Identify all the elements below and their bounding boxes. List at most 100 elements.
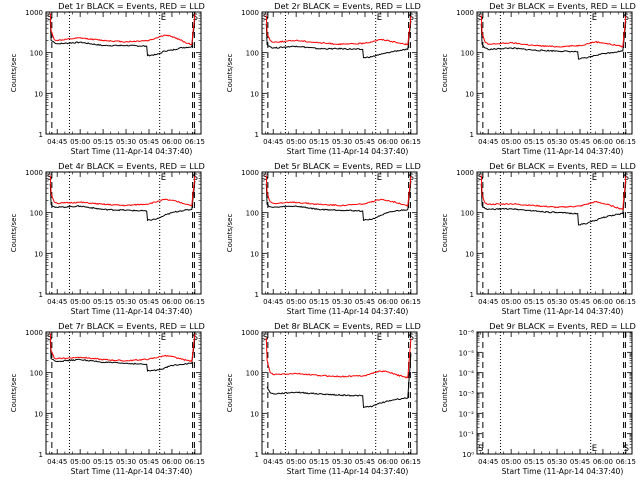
y-axis-label: Counts/sec <box>226 54 234 93</box>
chart-title: Det 3r BLACK = Events, RED = LLD <box>489 1 636 11</box>
x-tick-label: 05:00 <box>70 138 90 146</box>
series-line-events <box>265 20 412 59</box>
chart-panel-5: Det 5r BLACK = Events, RED = LLD Counts/s… <box>226 161 421 316</box>
phase-marker-s: S <box>409 173 414 183</box>
x-tick-label: 06:15 <box>185 138 205 146</box>
x-tick-label: 04:45 <box>478 138 498 146</box>
y-tick-label: 10⁻³ <box>459 390 475 398</box>
y-tick-label: 1000 <box>25 169 43 177</box>
y-tick-label: 10⁰ <box>462 451 474 459</box>
x-tick-label: 05:15 <box>309 298 329 306</box>
x-tick-label: 06:00 <box>593 138 613 146</box>
y-tick-label: 10⁻⁶ <box>459 329 475 337</box>
x-tick-label: 05:30 <box>116 458 136 466</box>
plot-frame <box>45 171 202 295</box>
x-tick-label: 06:00 <box>593 298 613 306</box>
x-tick-label: 05:15 <box>93 298 113 306</box>
x-tick-label: 06:00 <box>378 138 398 146</box>
x-axis-label: Start Time (11-Apr-14 04:37:40) <box>71 307 193 316</box>
x-tick-label: 04:45 <box>263 298 283 306</box>
x-tick-label: 05:30 <box>547 138 567 146</box>
plot-frame <box>261 171 418 295</box>
x-tick-label: 05:30 <box>332 138 352 146</box>
series-line-events <box>266 353 412 409</box>
x-tick-label: 05:00 <box>286 298 306 306</box>
x-tick-label: 05:45 <box>139 298 159 306</box>
phase-marker-s: S <box>193 13 198 23</box>
chart-panel-9: Det 9r BLACK = Events, RED = LLD Counts/s… <box>441 321 636 476</box>
x-tick-label: 06:00 <box>378 458 398 466</box>
phase-marker-e: E <box>161 173 166 183</box>
x-tick-label: 05:45 <box>139 138 159 146</box>
y-tick-label: 100 <box>30 50 43 58</box>
phase-marker-s: S <box>193 333 198 343</box>
x-tick-label: 04:45 <box>47 298 67 306</box>
x-tick-label: 05:15 <box>524 298 544 306</box>
y-tick-label: 100 <box>461 50 474 58</box>
chart-panel-6: Det 6r BLACK = Events, RED = LLD Counts/s… <box>441 161 636 316</box>
x-tick-label: 05:15 <box>524 458 544 466</box>
x-tick-label: 04:45 <box>263 138 283 146</box>
x-tick-label: 05:00 <box>70 298 90 306</box>
series-line-events <box>49 180 196 222</box>
x-tick-label: 06:15 <box>401 458 421 466</box>
series-line-lld <box>480 15 627 48</box>
phase-marker-e: E <box>592 444 597 454</box>
y-tick-label: 10 <box>34 410 43 418</box>
y-tick-label: 1000 <box>241 169 259 177</box>
y-tick-label: 100 <box>30 210 43 218</box>
x-tick-label: 06:00 <box>162 138 182 146</box>
x-tick-label: 06:15 <box>616 138 636 146</box>
y-tick-label: 10 <box>250 410 259 418</box>
phase-marker-e: E <box>161 333 166 343</box>
phase-marker-e: E <box>377 13 382 23</box>
x-tick-label: 05:30 <box>332 458 352 466</box>
y-axis-label: Counts/sec <box>441 54 449 93</box>
y-tick-label: 10 <box>250 90 259 98</box>
plot-frame <box>261 331 418 455</box>
chart-title: Det 9r BLACK = Events, RED = LLD <box>489 321 636 331</box>
series-line-lld <box>49 13 196 46</box>
y-tick-label: 10 <box>465 250 474 258</box>
phase-marker-s: S <box>47 173 52 183</box>
y-tick-label: 1 <box>255 451 259 459</box>
x-axis-label: Start Time (11-Apr-14 04:37:40) <box>287 307 409 316</box>
x-tick-label: 05:30 <box>547 298 567 306</box>
phase-marker-s: S <box>193 173 198 183</box>
y-tick-label: 100 <box>246 370 259 378</box>
x-tick-label: 05:15 <box>524 138 544 146</box>
y-tick-label: 10 <box>465 90 474 98</box>
chart-panel-3: Det 3r BLACK = Events, RED = LLD Counts/s… <box>441 1 636 156</box>
x-tick-label: 04:45 <box>478 298 498 306</box>
x-tick-label: 05:45 <box>139 458 159 466</box>
chart-panel-2: Det 2r BLACK = Events, RED = LLD Counts/s… <box>226 1 421 156</box>
x-tick-label: 06:15 <box>185 298 205 306</box>
x-tick-label: 04:45 <box>478 458 498 466</box>
chart-panel-4: Det 4r BLACK = Events, RED = LLD Counts/s… <box>10 161 205 316</box>
y-tick-label: 1000 <box>25 329 43 337</box>
x-tick-label: 06:15 <box>616 298 636 306</box>
phase-marker-s: S <box>409 333 414 343</box>
y-tick-label: 1000 <box>456 169 474 177</box>
phase-marker-e: E <box>161 13 166 23</box>
y-tick-label: 100 <box>246 210 259 218</box>
phase-marker-s: S <box>263 173 268 183</box>
series-line-lld <box>480 175 627 211</box>
chart-title: Det 6r BLACK = Events, RED = LLD <box>489 161 636 171</box>
chart-title: Det 1r BLACK = Events, RED = LLD <box>58 1 205 11</box>
x-tick-label: 06:00 <box>593 458 613 466</box>
y-tick-label: 1 <box>39 131 43 139</box>
chart-title: Det 4r BLACK = Events, RED = LLD <box>58 161 205 171</box>
y-tick-label: 1 <box>39 291 43 299</box>
phase-marker-s: S <box>478 173 483 183</box>
y-tick-label: 1000 <box>241 329 259 337</box>
y-tick-label: 1 <box>39 451 43 459</box>
x-tick-label: 06:15 <box>185 458 205 466</box>
phase-marker-s: S <box>624 173 629 183</box>
x-tick-label: 05:00 <box>286 458 306 466</box>
x-tick-label: 04:45 <box>47 138 67 146</box>
y-tick-label: 1000 <box>25 9 43 17</box>
chart-panel-8: Det 8r BLACK = Events, RED = LLD Counts/s… <box>226 321 421 476</box>
y-tick-label: 1 <box>470 131 474 139</box>
series-line-events <box>265 180 412 221</box>
